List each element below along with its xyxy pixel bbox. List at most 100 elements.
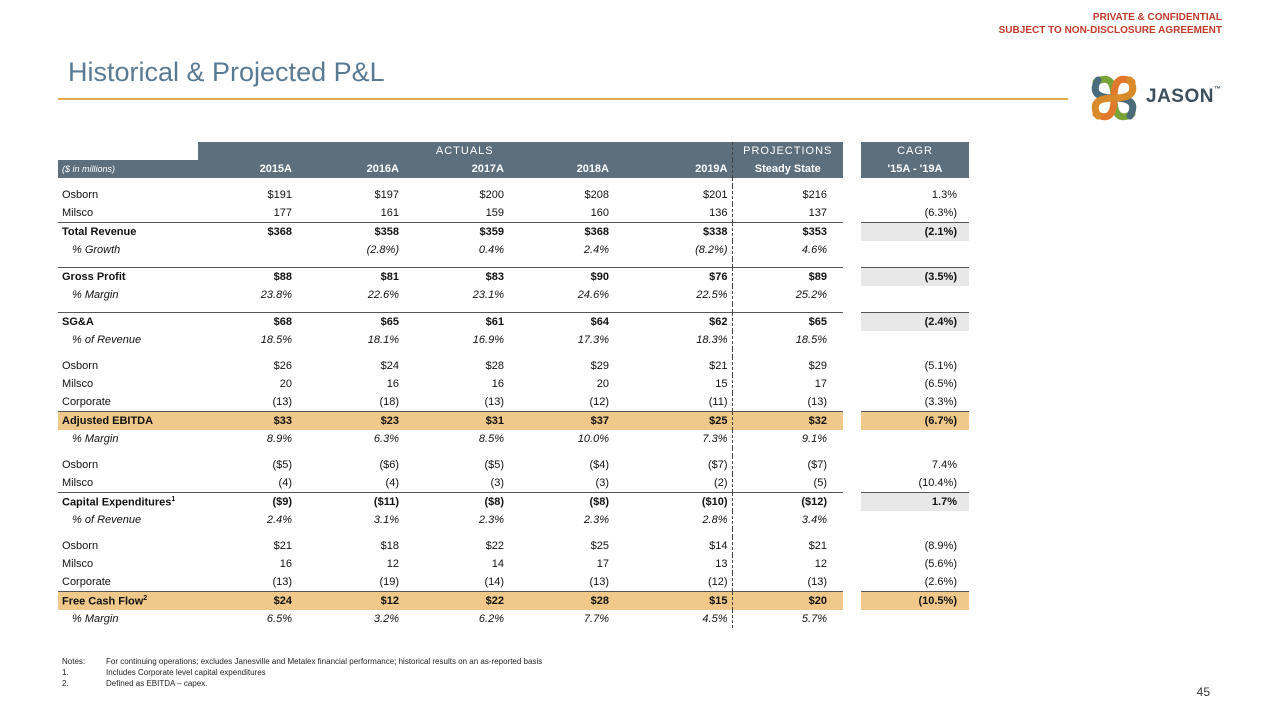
table-row: Milsco 177 161 159 160 136 137 (6.3%) bbox=[58, 204, 969, 223]
jason-logo: JASON™ bbox=[1086, 70, 1246, 126]
table-cell bbox=[861, 610, 969, 628]
table-cell: $88 bbox=[198, 267, 296, 286]
footnote-ref: 2 bbox=[143, 594, 148, 602]
table-cell: $18 bbox=[380, 540, 399, 552]
table-cell: $28 bbox=[485, 360, 504, 372]
table-row: Free Cash Flow2 $24 $12 $22 $28 $15 $20 (10.5%) bbox=[58, 591, 969, 610]
row-label-text: % of Revenue bbox=[72, 514, 142, 526]
actuals-header: ACTUALS bbox=[198, 142, 732, 160]
table-cell: (12) bbox=[589, 396, 609, 408]
table-cell: 2.8% bbox=[702, 514, 728, 526]
table-cell: 160 bbox=[590, 207, 609, 219]
table-cell: $368 bbox=[198, 222, 296, 241]
table-cell: (18) bbox=[379, 396, 399, 408]
table-cell: 12 bbox=[731, 555, 843, 573]
row-spacer bbox=[58, 259, 969, 268]
table-cell: $12 bbox=[296, 591, 403, 610]
table-cell: 3.4% bbox=[731, 511, 843, 529]
table-cell: 8.9% bbox=[266, 433, 292, 445]
table-cell: $353 bbox=[731, 222, 843, 241]
table-cell: 5.7% bbox=[731, 610, 843, 628]
table-cell: $21 bbox=[709, 360, 728, 372]
table-row: Capital Expenditures1 ($9) ($11) ($8) ($8) ($… bbox=[58, 492, 969, 511]
table-cell: 7.3% bbox=[702, 433, 728, 445]
table-cell: 6.3% bbox=[373, 433, 399, 445]
table-cell: $37 bbox=[508, 411, 613, 430]
table-cell: (13) bbox=[272, 576, 292, 588]
table-cell: (14) bbox=[484, 576, 504, 588]
row-label: % Growth bbox=[58, 241, 198, 259]
row-label: % Margin bbox=[58, 610, 198, 628]
table-cell: 4.5% bbox=[702, 613, 728, 625]
table-cell: $191 bbox=[267, 189, 292, 201]
table-cell: $32 bbox=[731, 411, 843, 430]
row-label-text: Osborn bbox=[62, 459, 99, 471]
row-label: Milsco bbox=[58, 375, 198, 393]
table-cell: (2.4%) bbox=[861, 312, 969, 331]
table-cell: (5) bbox=[731, 474, 843, 493]
table-row: Milsco 16 12 14 17 13 12 (5.6%) bbox=[58, 555, 969, 573]
confidential-line-1: PRIVATE & CONFIDENTIAL bbox=[1092, 12, 1222, 23]
table-cell: ($5) bbox=[272, 459, 292, 471]
row-label: Milsco bbox=[58, 204, 198, 223]
table-cell: (13) bbox=[731, 573, 843, 592]
table-cell: (3) bbox=[490, 477, 504, 489]
table-cell: 1.3% bbox=[931, 189, 957, 201]
table-cell: $24 bbox=[198, 591, 296, 610]
table-cell: (6.7%) bbox=[861, 411, 969, 430]
table-cell: (4) bbox=[278, 477, 292, 489]
table-cell: $23 bbox=[296, 411, 403, 430]
row-label: SG&A bbox=[58, 312, 198, 331]
table-cell: (3.5%) bbox=[861, 267, 969, 286]
row-label: Corporate bbox=[58, 573, 198, 592]
table-cell: 15 bbox=[715, 378, 728, 390]
table-cell: $64 bbox=[508, 312, 613, 331]
row-label-text: Free Cash Flow bbox=[62, 595, 144, 608]
table-cell: 136 bbox=[709, 207, 728, 219]
table-cell: 2.3% bbox=[583, 514, 609, 526]
row-spacer bbox=[58, 349, 969, 357]
table-cell: $22 bbox=[403, 591, 508, 610]
table-cell: $197 bbox=[374, 189, 399, 201]
table-cell: (6.5%) bbox=[924, 378, 957, 390]
table-cell: $28 bbox=[508, 591, 613, 610]
table-cell: (13) bbox=[731, 393, 843, 412]
table-cell: $208 bbox=[584, 189, 609, 201]
row-label: Osborn bbox=[58, 456, 198, 474]
jason-logo-text: JASON™ bbox=[1146, 86, 1222, 107]
table-cell: 25.2% bbox=[731, 286, 843, 304]
table-row: Corporate (13) (19) (14) (13) (12) (13) (2.6%) bbox=[58, 573, 969, 592]
table-cell: ($9) bbox=[198, 492, 296, 511]
note-2: Defined as EBITDA – capex. bbox=[106, 679, 208, 688]
row-label-text: Gross Profit bbox=[62, 271, 126, 283]
table-cell: 17.3% bbox=[577, 334, 609, 346]
table-cell: (10.5%) bbox=[861, 591, 969, 610]
table-cell: 20 bbox=[596, 378, 609, 390]
table-row: % Margin 8.9% 6.3% 8.5% 10.0% 7.3% 9.1% bbox=[58, 430, 969, 448]
table-cell: 8.5% bbox=[478, 433, 504, 445]
table-cell: 18.1% bbox=[367, 334, 399, 346]
row-label: Milsco bbox=[58, 555, 198, 573]
row-label: Capital Expenditures1 bbox=[58, 492, 198, 511]
row-label: % Margin bbox=[58, 430, 198, 448]
table-cell: $200 bbox=[479, 189, 504, 201]
table-cell: 24.6% bbox=[577, 289, 609, 301]
table-cell: $81 bbox=[296, 267, 403, 286]
units-label: ($ in millions) bbox=[58, 160, 198, 178]
table-cell: 20 bbox=[279, 378, 292, 390]
table-cell: $29 bbox=[590, 360, 609, 372]
cagr-header: CAGR bbox=[861, 142, 969, 160]
table-row: Gross Profit $88 $81 $83 $90 $76 $89 (3.5%) bbox=[58, 267, 969, 286]
table-cell: 2.4% bbox=[266, 514, 292, 526]
table-cell: $26 bbox=[273, 360, 292, 372]
table-cell bbox=[861, 430, 969, 448]
table-cell: 22.6% bbox=[367, 289, 399, 301]
table-row: % of Revenue 2.4% 3.1% 2.3% 2.3% 2.8% 3.4% bbox=[58, 511, 969, 529]
table-cell: 177 bbox=[273, 207, 292, 219]
table-cell: $65 bbox=[296, 312, 403, 331]
footnote-ref: 1 bbox=[171, 495, 176, 503]
table-cell: $31 bbox=[403, 411, 508, 430]
table-cell: ($4) bbox=[589, 459, 609, 471]
table-cell: 7.4% bbox=[931, 459, 957, 471]
notes-label: Notes: bbox=[62, 657, 86, 666]
